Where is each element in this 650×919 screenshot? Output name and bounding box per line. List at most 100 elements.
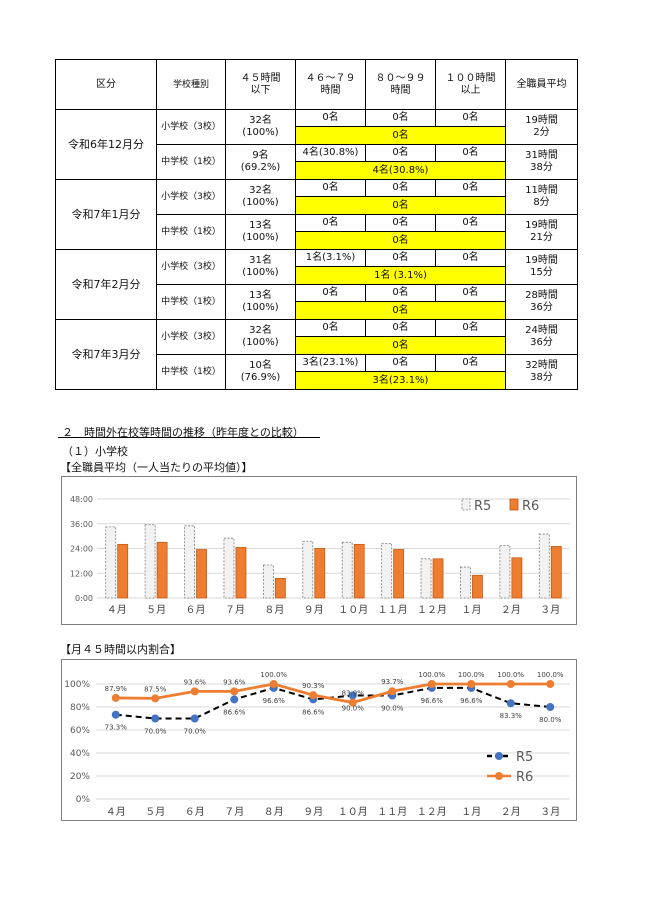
le45-count: 10名 (76.9%) bbox=[225, 354, 296, 390]
range-46-79-count: 0名 bbox=[295, 284, 366, 302]
x-tick-label: １０月 bbox=[338, 604, 368, 616]
section-title-underline bbox=[58, 437, 320, 438]
bar-r5 bbox=[499, 545, 511, 599]
range-100-plus-count: 0名 bbox=[435, 179, 506, 197]
range-80-99-count: 0名 bbox=[365, 109, 436, 127]
period-label: 令和7年1月分 bbox=[55, 179, 157, 250]
school-type: 小学校（3校） bbox=[156, 249, 226, 285]
school-type: 中学校（1校） bbox=[156, 284, 226, 320]
range-46-79-count: 0名 bbox=[295, 214, 366, 232]
y-tick-label: 12:00 bbox=[70, 569, 93, 578]
data-label-r6: 100.0% bbox=[260, 671, 287, 679]
bar-r5 bbox=[538, 533, 550, 599]
data-point-r5 bbox=[151, 714, 160, 723]
y-tick-label: 20% bbox=[70, 772, 90, 782]
table-row: 令和7年3月分 小学校（3校） 32名 (100%) 0名 0名 0名 24時間 36分 bbox=[55, 319, 578, 390]
legend-marker-r5 bbox=[495, 752, 503, 760]
x-tick-label: ５月 bbox=[146, 604, 166, 616]
bar-r6 bbox=[472, 574, 483, 599]
staff-average: 19時間 15分 bbox=[505, 249, 578, 285]
le45-count: 32名 (100%) bbox=[225, 319, 296, 355]
staff-average: 32時間 38分 bbox=[505, 354, 578, 390]
over45-total: 3名(23.1%) bbox=[295, 371, 506, 390]
header-46-79: ４６～７９ 時間 bbox=[295, 59, 366, 110]
data-label-r5: 96.6% bbox=[263, 697, 286, 705]
legend-label-r5: R5 bbox=[516, 750, 533, 765]
x-tick-label: １２月 bbox=[417, 806, 447, 818]
range-46-79-count: 0名 bbox=[295, 179, 366, 197]
bar-r5 bbox=[420, 558, 432, 599]
le45-count: 32名 (100%) bbox=[225, 109, 296, 145]
bar-r6 bbox=[274, 578, 286, 599]
range-46-79-count: 3名(23.1%) bbox=[295, 354, 366, 372]
range-100-plus-count: 0名 bbox=[435, 109, 506, 127]
table-row: 中学校（1校） 9名 (69.2%) 4名(30.8%) 0名 0名 31時間 38分 bbox=[56, 144, 578, 180]
bar-r5 bbox=[144, 524, 156, 599]
data-point-r6 bbox=[190, 687, 199, 696]
legend-swatch-r5 bbox=[461, 498, 471, 511]
table-row-total: 0名 bbox=[56, 231, 578, 250]
data-point-r5 bbox=[230, 695, 239, 704]
bar-chart-frame: 0:00 12:00 24:00 36:00 48:00 ４月 ５月 ６月 ７月 ８月 ９月 １０月 １… bbox=[61, 476, 577, 625]
data-label-r6: 100.0% bbox=[418, 671, 445, 679]
y-tick-label: 100% bbox=[64, 680, 90, 690]
table-row-total: 4名(30.8%) bbox=[56, 161, 578, 180]
over45-total: 4名(30.8%) bbox=[295, 161, 506, 180]
header-school-type: 学校種別 bbox=[156, 59, 226, 110]
data-point-r6 bbox=[230, 687, 239, 696]
table-header-row: 区分 学校種別 ４５時間 以下 ４６～７９ 時間 ８０～９９ 時間 １００時間 … bbox=[55, 59, 578, 110]
x-tick-label: ６月 bbox=[186, 604, 206, 616]
x-tick-label: ６月 bbox=[185, 806, 205, 818]
table-row: 令和7年2月分 小学校（3校） 31名 (100%) 1名(3.1%) 0名 0名 19時間… bbox=[55, 249, 578, 320]
legend-label-r6: R6 bbox=[516, 770, 533, 785]
data-point-r5 bbox=[190, 714, 199, 723]
bar-r5 bbox=[223, 537, 235, 599]
table-row-total: 3名(23.1%) bbox=[56, 371, 578, 390]
range-100-plus-count: 0名 bbox=[435, 214, 506, 232]
y-tick-label: 80% bbox=[70, 703, 90, 713]
x-tick-label: １１月 bbox=[378, 604, 408, 616]
range-80-99-count: 0名 bbox=[365, 354, 436, 372]
bar-r5 bbox=[302, 540, 314, 599]
x-tick-label: ８月 bbox=[264, 604, 284, 616]
bar-r5 bbox=[341, 541, 353, 599]
bar-r6 bbox=[156, 541, 168, 599]
school-type: 中学校（1校） bbox=[156, 144, 226, 180]
school-type: 中学校（1校） bbox=[156, 354, 226, 390]
data-point-r5 bbox=[111, 710, 120, 719]
bar-r5 bbox=[262, 564, 274, 599]
bar-r6 bbox=[511, 557, 523, 599]
range-46-79-count: 1名(3.1%) bbox=[295, 249, 366, 267]
data-point-r6 bbox=[506, 680, 515, 688]
range-80-99-count: 0名 bbox=[365, 284, 436, 302]
staff-average: 19時間 2分 bbox=[505, 109, 578, 145]
over45-total: 1名 (3.1%) bbox=[295, 266, 506, 285]
school-type: 小学校（3校） bbox=[156, 109, 226, 145]
data-point-r6 bbox=[151, 694, 160, 703]
data-label-r6: 87.5% bbox=[144, 685, 167, 693]
bar-chart-title: 【全職員平均（一人当たりの平均値）】 bbox=[60, 461, 253, 474]
data-label-r6: 87.9% bbox=[105, 685, 128, 693]
subsection-title: （１）小学校 bbox=[62, 445, 128, 458]
over45-total: 0名 bbox=[295, 336, 506, 355]
data-label-r6: 93.7% bbox=[381, 678, 404, 686]
legend-swatch-r6 bbox=[509, 498, 519, 511]
x-tick-label: １１月 bbox=[377, 806, 407, 818]
staff-average: 28時間 36分 bbox=[505, 284, 578, 320]
series-line-r6 bbox=[115, 682, 551, 704]
school-type: 小学校（3校） bbox=[156, 319, 226, 355]
y-tick-label: 40% bbox=[70, 749, 90, 759]
range-80-99-count: 0名 bbox=[365, 144, 436, 162]
data-point-r5 bbox=[506, 699, 515, 708]
data-point-r6 bbox=[269, 680, 278, 688]
school-type: 小学校（3校） bbox=[156, 179, 226, 215]
legend-marker-r6 bbox=[495, 772, 503, 780]
data-label-r5: 96.6% bbox=[421, 697, 444, 705]
table-row-total: 0名 bbox=[56, 196, 578, 215]
line-chart-title: 【月４５時間以内割合】 bbox=[60, 643, 181, 656]
x-tick-label: ９月 bbox=[304, 604, 324, 616]
bar-r5 bbox=[460, 566, 471, 599]
overtime-table: 区分 学校種別 ４５時間 以下 ４６～７９ 時間 ８０～９９ 時間 １００時間 … bbox=[55, 59, 578, 390]
bar-r6 bbox=[353, 543, 365, 599]
staff-average: 11時間 8分 bbox=[505, 179, 578, 215]
